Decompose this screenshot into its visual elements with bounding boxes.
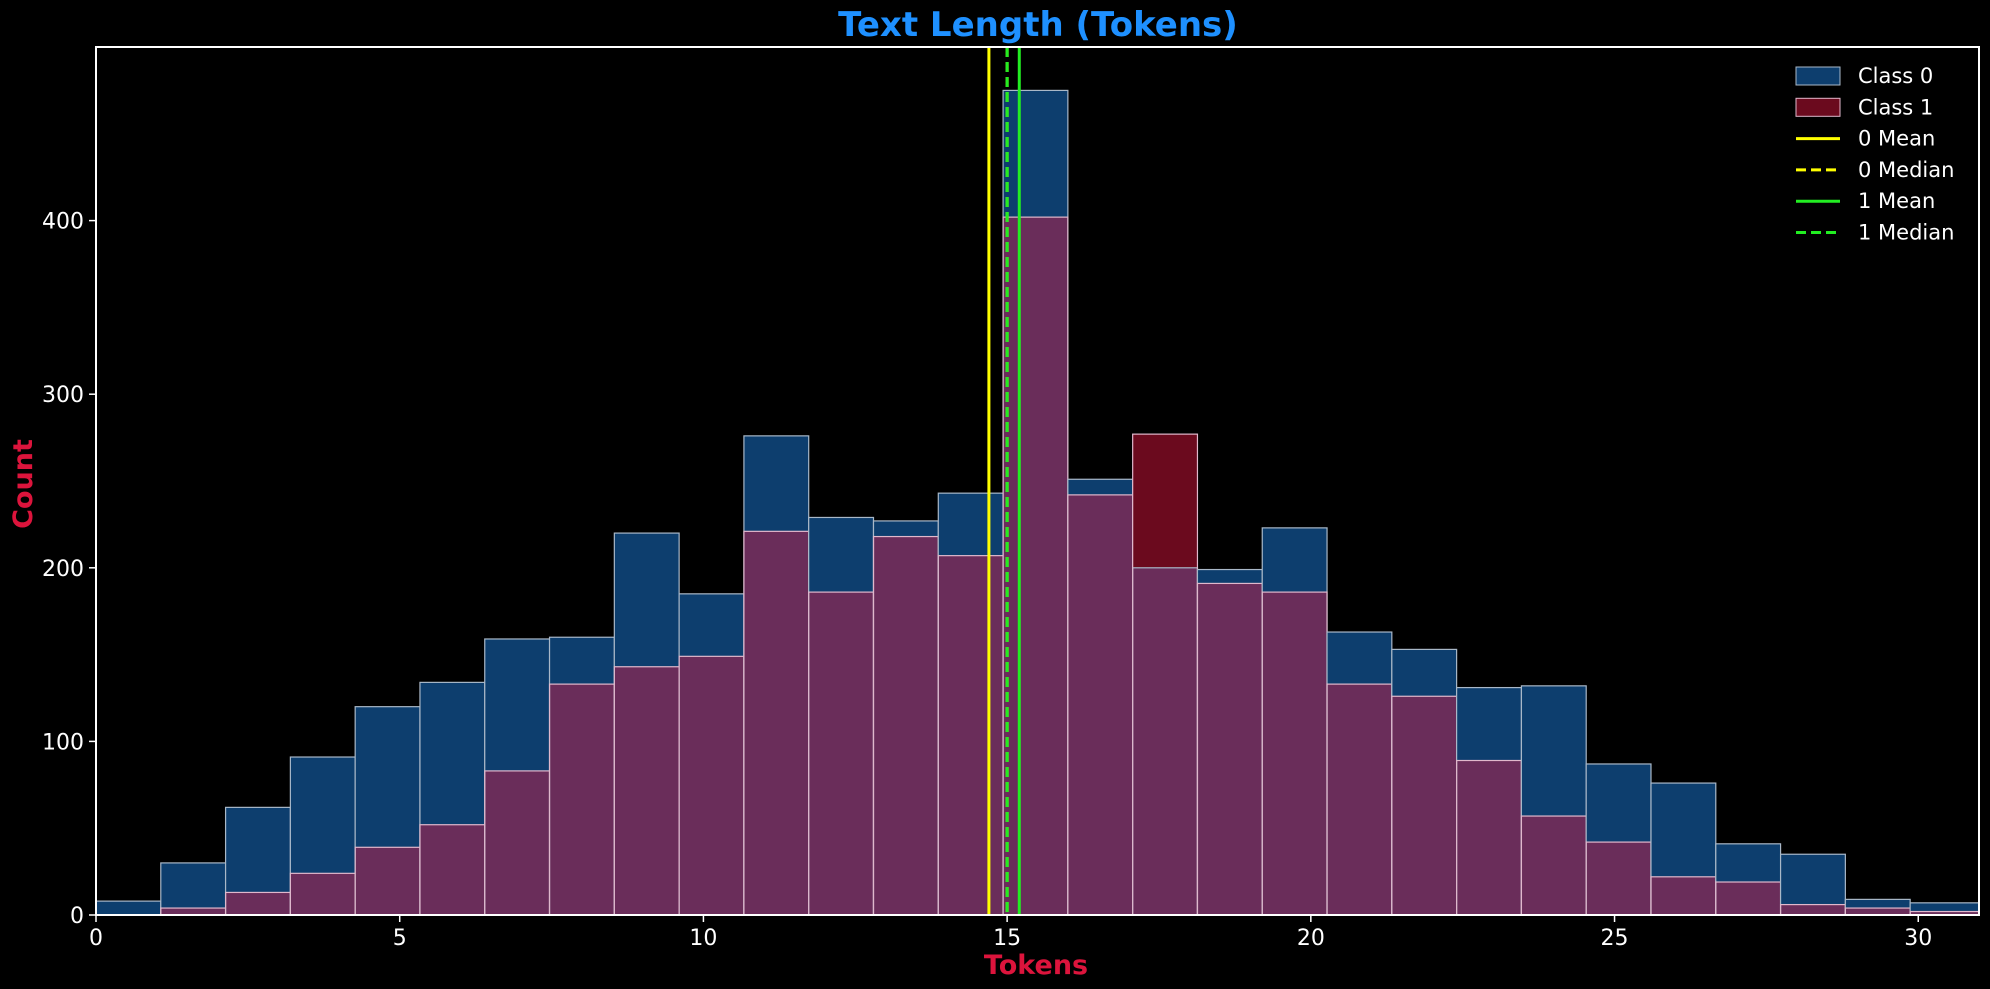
overlap-bar — [614, 666, 680, 915]
class0-bar-excess — [1327, 632, 1392, 685]
legend-label-class-1: Class 1 — [1858, 95, 1933, 119]
overlap-bar — [1586, 842, 1651, 915]
class0-bar-excess — [1650, 783, 1716, 877]
class0-bar-excess — [743, 435, 809, 532]
overlap-bar — [1715, 882, 1781, 915]
overlap-bar — [743, 531, 809, 915]
class0-bar-excess — [160, 862, 226, 909]
legend-label-1-median: 1 Median — [1858, 221, 1954, 245]
overlap-bar — [549, 684, 615, 915]
legend-swatch-class-1 — [1795, 97, 1841, 117]
class0-bar-excess — [1780, 854, 1846, 905]
class0-bar-excess — [1910, 902, 1979, 912]
overlap-bar — [160, 908, 226, 915]
legend: Class 0 Class 1 0 Mean 0 Median 1 Mean 1 Medi… — [1795, 64, 1954, 245]
class0-bar-excess — [484, 638, 550, 771]
x-axis-label: Tokens — [984, 950, 1088, 981]
overlap-bar — [484, 770, 550, 915]
overlap-bar — [1780, 904, 1846, 915]
legend-label-class-0: Class 0 — [1858, 64, 1933, 88]
class0-bar-excess — [419, 682, 485, 825]
class0-bar-excess — [808, 517, 874, 593]
overlap-bar — [1910, 911, 1979, 915]
x-tick-label: 5 — [393, 926, 407, 951]
y-tick-label: 0 — [70, 904, 84, 929]
class0-bar-excess — [679, 593, 744, 657]
overlap-bar — [1067, 494, 1133, 915]
class0-bar-excess — [549, 637, 615, 685]
overlap-bar — [1003, 217, 1068, 916]
overlap-bar — [1327, 684, 1392, 915]
class0-bar-excess — [614, 533, 680, 667]
overlap-bar — [1845, 908, 1911, 915]
overlap-bar — [1262, 592, 1328, 915]
class0-bar-excess — [938, 493, 1004, 556]
plot-frame — [95, 46, 1980, 916]
class0-bar-excess — [1715, 843, 1781, 883]
overlap-bar — [419, 824, 485, 915]
class0-bar-excess — [873, 520, 939, 537]
class0-bar-excess — [1197, 569, 1263, 584]
overlap-bar — [873, 536, 939, 915]
class0-bar-excess — [225, 807, 291, 893]
overlap-bar — [1132, 567, 1198, 915]
legend-swatch-class-0 — [1795, 66, 1841, 86]
y-axis-label: Count — [8, 439, 39, 529]
overlap-bar — [1456, 760, 1522, 915]
class0-bar-excess — [1262, 527, 1328, 593]
chart-title: Text Length (Tokens) — [838, 5, 1238, 45]
class0-bar-excess — [1845, 899, 1911, 909]
class0-bar-excess — [290, 757, 356, 874]
legend-label-1-mean: 1 Mean — [1858, 189, 1935, 213]
y-tick-label: 300 — [42, 383, 84, 408]
overlap-bar — [1391, 696, 1457, 915]
x-tick-label: 20 — [1297, 926, 1325, 951]
reference-lines-layer — [987, 47, 1021, 915]
overlap-bar — [355, 847, 420, 915]
class0-bar-excess — [1586, 763, 1651, 843]
x-tick-label: 10 — [689, 926, 717, 951]
x-tick-label: 15 — [993, 926, 1021, 951]
overlap-bar — [1650, 876, 1716, 915]
class0-bar-excess — [1003, 90, 1068, 218]
class1-bar-excess — [1132, 434, 1198, 568]
x-tick-label: 0 — [89, 926, 103, 951]
class0-bar-excess — [355, 706, 420, 848]
class0-bar-excess — [96, 901, 161, 915]
legend-label-0-median: 0 Median — [1858, 158, 1954, 182]
overlap-bar — [1521, 816, 1587, 915]
legend-label-0-mean: 0 Mean — [1858, 127, 1935, 151]
x-tick-label: 30 — [1904, 926, 1932, 951]
overlap-bar — [679, 656, 744, 915]
overlap-bar — [225, 892, 291, 915]
class0-bar-excess — [1521, 685, 1587, 817]
overlap-bar — [808, 592, 874, 915]
overlap-bar — [290, 873, 356, 915]
class0-bar-excess — [1067, 479, 1133, 495]
class0-bar-excess — [1391, 649, 1457, 697]
y-tick-label: 400 — [42, 210, 84, 235]
overlap-bar — [1197, 583, 1263, 915]
y-tick-label: 100 — [42, 730, 84, 755]
y-tick-label: 200 — [42, 557, 84, 582]
class0-bar-excess — [1456, 687, 1522, 761]
x-tick-label: 25 — [1601, 926, 1629, 951]
overlap-bar — [938, 555, 1004, 915]
